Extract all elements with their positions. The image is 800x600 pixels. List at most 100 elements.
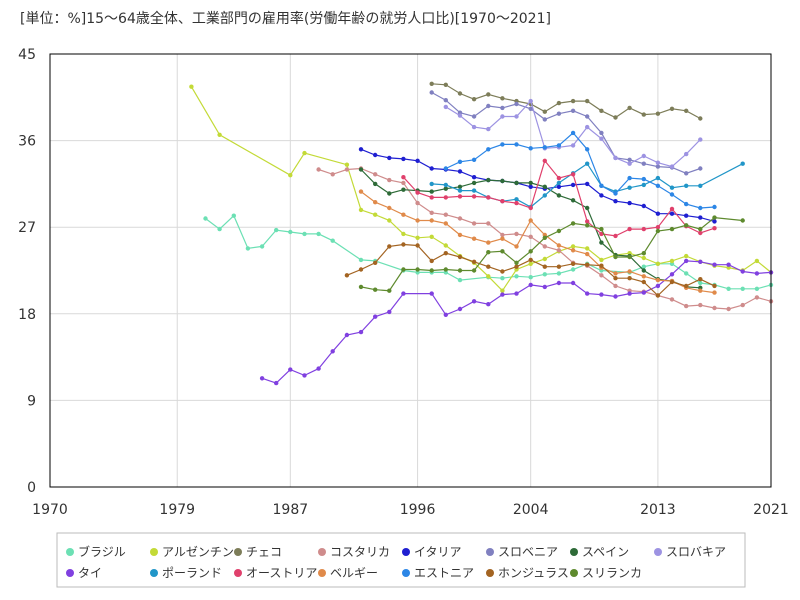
data-point: [358, 329, 364, 335]
data-point: [599, 108, 604, 114]
data-point: [373, 260, 378, 265]
data-point: [302, 150, 307, 156]
data-point: [669, 226, 675, 232]
data-point: [373, 181, 378, 187]
data-point: [740, 161, 745, 166]
data-point: [740, 302, 745, 308]
data-point: [684, 201, 689, 207]
data-point: [570, 172, 576, 177]
data-point: [684, 183, 689, 188]
data-point: [641, 176, 646, 182]
data-point: [471, 175, 477, 180]
legend-item: イタリア: [402, 545, 462, 559]
data-point: [500, 292, 505, 297]
data-point: [570, 221, 576, 226]
data-point: [599, 193, 604, 198]
data-point: [669, 297, 675, 302]
data-point: [471, 180, 477, 186]
legend-box: [56, 532, 746, 588]
data-point: [500, 96, 505, 101]
data-point: [726, 286, 731, 291]
data-point: [514, 291, 519, 296]
y-tick-labels: 0 9 18 27 36 45: [18, 47, 36, 496]
legend-swatch: [486, 569, 494, 577]
data-point: [570, 244, 576, 249]
legend-item: ホンジュラス: [486, 566, 569, 580]
data-point: [599, 240, 604, 245]
data-point: [486, 250, 491, 255]
data-point: [542, 284, 547, 290]
legend-swatch: [402, 548, 410, 556]
data-point: [641, 264, 646, 269]
data-point: [754, 295, 760, 300]
data-point: [669, 279, 675, 285]
data-point: [344, 162, 350, 167]
data-point: [698, 259, 703, 264]
data-point: [471, 268, 477, 273]
data-point: [387, 155, 392, 161]
data-point: [542, 145, 547, 150]
data-point: [401, 267, 406, 272]
data-point: [486, 274, 491, 279]
data-point: [259, 376, 265, 381]
data-point: [415, 190, 420, 195]
legend-item: スリランカ: [570, 566, 642, 580]
data-point: [740, 218, 745, 223]
data-point: [669, 164, 675, 169]
data-point: [556, 184, 562, 189]
data-point: [457, 188, 463, 193]
data-point: [542, 235, 547, 240]
series-line: [190, 86, 772, 292]
series-6: [429, 90, 703, 176]
data-point: [585, 98, 590, 104]
y-tick-label: 0: [27, 480, 36, 496]
data-point: [457, 216, 463, 221]
data-point: [641, 268, 646, 273]
grid: [49, 53, 772, 488]
data-point: [613, 199, 618, 204]
data-point: [599, 231, 604, 237]
data-point: [500, 142, 505, 147]
data-point: [401, 180, 406, 186]
data-point: [373, 287, 378, 292]
data-point: [684, 108, 689, 114]
data-point: [655, 283, 661, 289]
data-point: [514, 274, 519, 279]
data-point: [627, 291, 632, 296]
series-line: [431, 83, 701, 120]
data-point: [698, 137, 703, 142]
data-point: [585, 219, 590, 224]
data-point: [698, 230, 703, 236]
data-point: [542, 109, 547, 114]
data-point: [486, 302, 491, 307]
data-point: [514, 231, 519, 237]
legend-item: オーストリア: [234, 566, 317, 580]
data-point: [443, 212, 448, 217]
x-tick-label: 2021: [753, 502, 789, 518]
data-point: [457, 254, 463, 260]
legend-label: アルゼンチン: [162, 545, 234, 559]
data-point: [471, 299, 477, 304]
data-point: [514, 114, 519, 119]
legend-swatch: [234, 548, 242, 556]
data-point: [457, 159, 463, 164]
data-point: [556, 180, 562, 186]
data-point: [401, 212, 406, 217]
data-point: [655, 293, 661, 298]
data-point: [669, 258, 675, 264]
data-point: [471, 221, 477, 226]
data-point: [698, 205, 703, 211]
data-point: [655, 261, 661, 266]
data-point: [684, 303, 689, 309]
data-point: [556, 143, 562, 148]
data-point: [613, 283, 618, 289]
data-point: [217, 226, 222, 232]
data-point: [358, 257, 364, 263]
data-point: [457, 113, 463, 118]
data-point: [443, 182, 448, 188]
data-point: [556, 271, 562, 276]
legend-item: チェコ: [234, 545, 282, 559]
data-point: [627, 254, 632, 260]
series-2: [189, 84, 774, 293]
legend-label: エストニア: [414, 566, 474, 580]
